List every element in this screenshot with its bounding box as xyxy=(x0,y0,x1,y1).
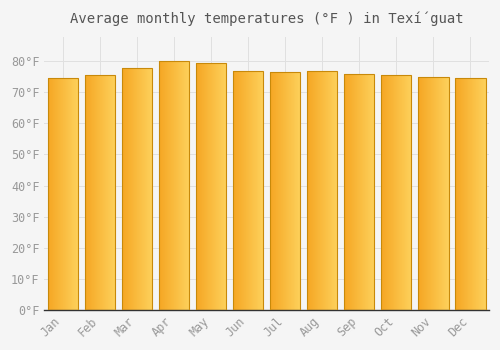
Bar xyxy=(159,61,190,310)
Title: Average monthly temperatures (°F ) in Texí́guat: Average monthly temperatures (°F ) in Te… xyxy=(70,11,464,26)
Bar xyxy=(122,68,152,310)
Bar xyxy=(48,78,78,310)
Bar xyxy=(196,63,226,310)
Bar xyxy=(418,77,448,310)
Bar xyxy=(307,71,338,310)
Bar xyxy=(455,78,486,310)
Bar xyxy=(85,75,115,310)
Bar xyxy=(381,75,412,310)
Bar xyxy=(344,74,374,310)
Bar xyxy=(270,72,300,310)
Bar xyxy=(233,71,264,310)
